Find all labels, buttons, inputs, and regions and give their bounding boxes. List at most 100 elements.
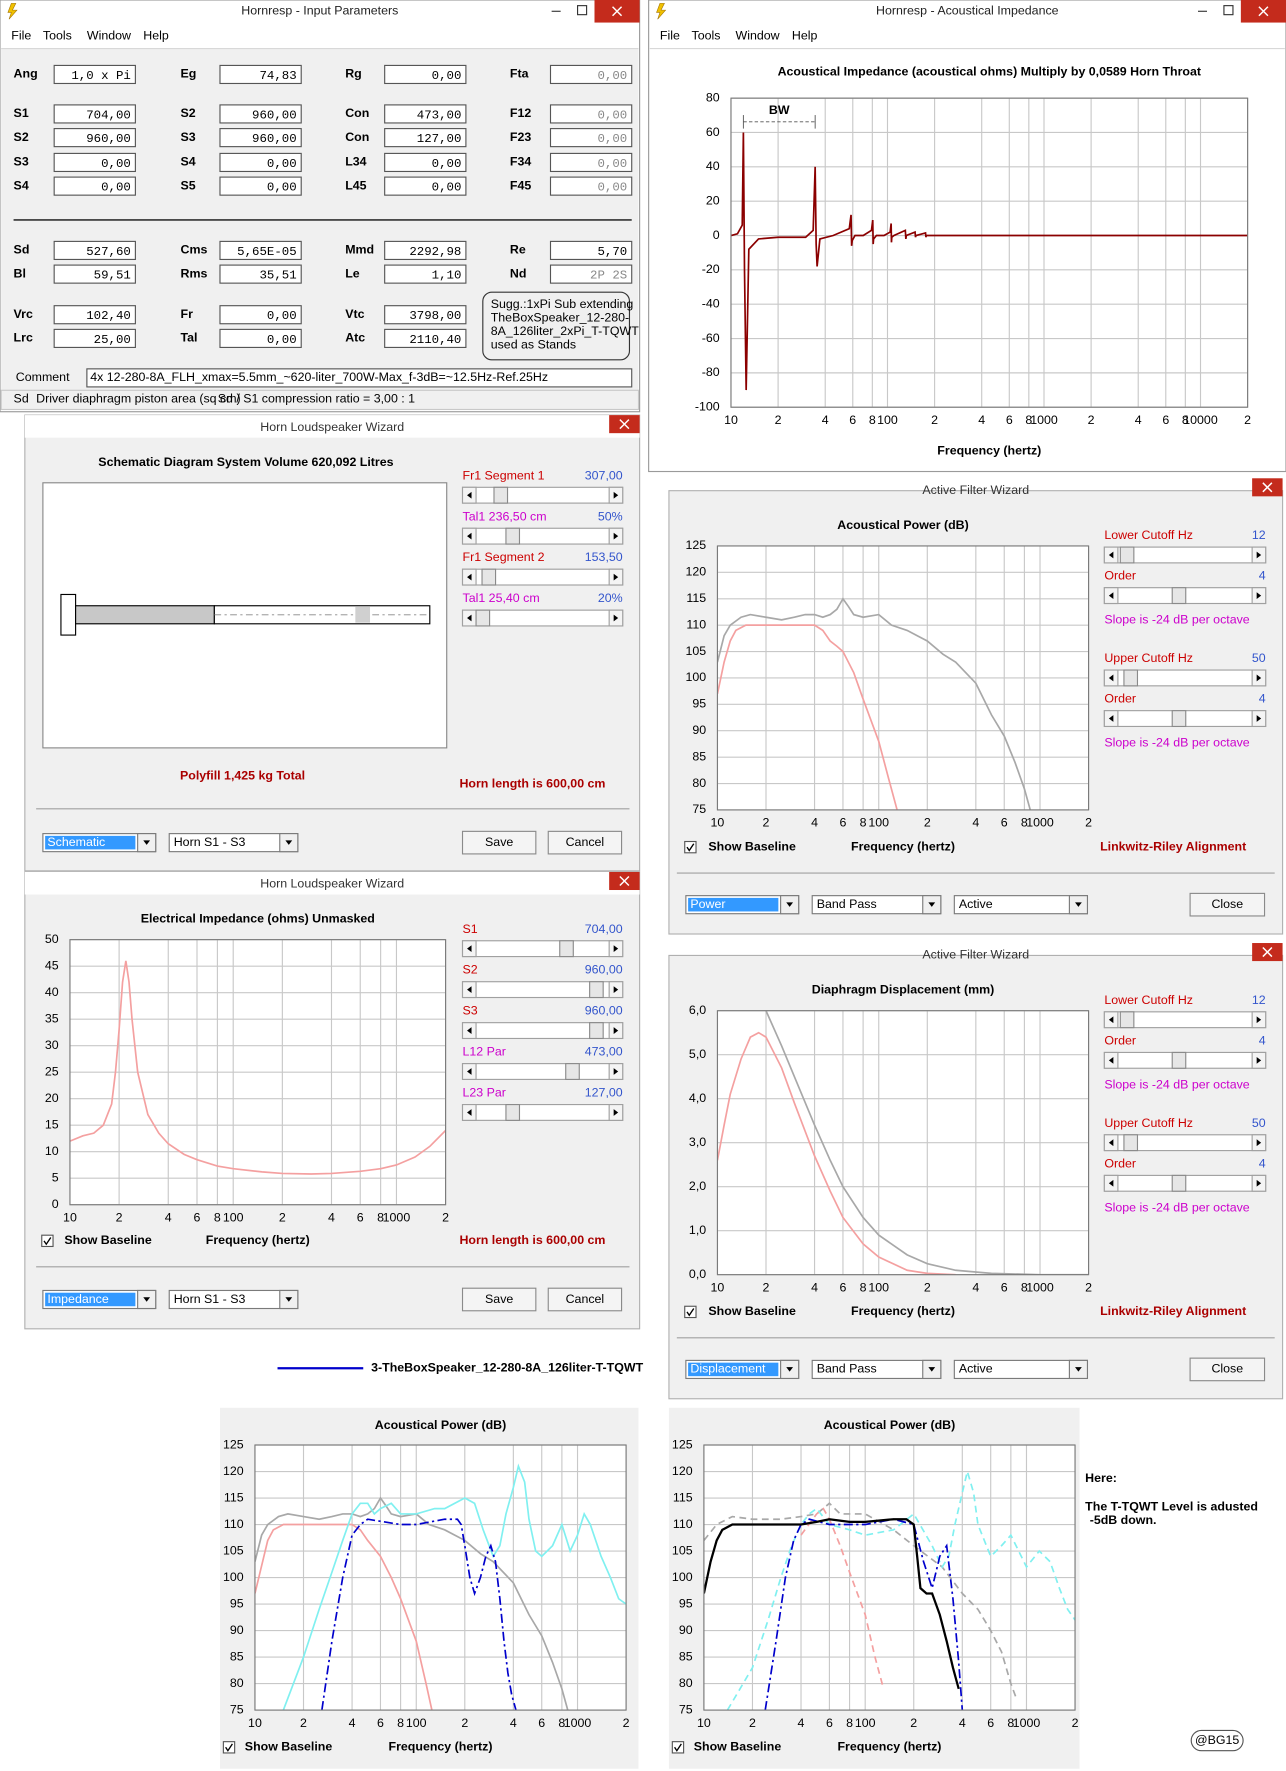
menu-item[interactable]: Help bbox=[792, 28, 818, 42]
slider-thumb[interactable] bbox=[559, 940, 574, 958]
comment-box[interactable] bbox=[86, 368, 633, 388]
field-box[interactable] bbox=[384, 128, 467, 148]
checkbox[interactable] bbox=[671, 1741, 685, 1754]
field-value[interactable]: 25,00 bbox=[94, 333, 131, 347]
field-value[interactable]: 0,00 bbox=[101, 181, 131, 195]
button-label[interactable]: Save bbox=[485, 1292, 513, 1306]
field-value[interactable]: 0,00 bbox=[597, 157, 627, 171]
menu-item[interactable]: Window bbox=[87, 28, 131, 42]
field-value[interactable]: 704,00 bbox=[86, 108, 131, 122]
field-box[interactable] bbox=[549, 264, 633, 284]
slider-thumb[interactable] bbox=[1171, 710, 1187, 728]
field-box[interactable] bbox=[219, 152, 302, 173]
dropdown-value[interactable]: Schematic bbox=[47, 835, 105, 849]
button-label[interactable]: Cancel bbox=[566, 835, 605, 849]
dropdown-value[interactable]: Active bbox=[959, 1362, 993, 1376]
field-value[interactable]: 960,00 bbox=[252, 108, 297, 122]
slider-thumb[interactable] bbox=[481, 568, 497, 586]
field-value[interactable]: 0,00 bbox=[267, 157, 297, 171]
menu-item[interactable]: Tools bbox=[692, 28, 721, 42]
field-value[interactable]: 0,00 bbox=[432, 181, 462, 195]
field-box[interactable] bbox=[384, 240, 467, 261]
slider-thumb[interactable] bbox=[1171, 1051, 1187, 1069]
button-label[interactable]: Save bbox=[485, 835, 513, 849]
field-box[interactable] bbox=[53, 176, 136, 196]
menu-item[interactable]: Window bbox=[735, 28, 779, 42]
menu-item[interactable]: Help bbox=[143, 28, 169, 42]
field-value[interactable]: 2292,98 bbox=[409, 245, 461, 259]
field-value[interactable]: 2110,40 bbox=[409, 333, 461, 347]
dropdown-value[interactable]: Active bbox=[959, 897, 993, 911]
field-box[interactable] bbox=[219, 264, 302, 284]
field-value[interactable]: 527,60 bbox=[86, 245, 131, 259]
slider-thumb[interactable] bbox=[505, 527, 521, 545]
field-value[interactable]: 5,70 bbox=[597, 245, 627, 259]
button[interactable] bbox=[547, 1287, 623, 1312]
slider-track[interactable] bbox=[461, 527, 624, 545]
field-value[interactable]: 59,51 bbox=[94, 269, 131, 283]
slider-thumb[interactable] bbox=[505, 1103, 521, 1121]
dropdown-value[interactable]: Displacement bbox=[690, 1362, 766, 1376]
slider-track[interactable] bbox=[461, 1063, 624, 1080]
field-box[interactable] bbox=[384, 152, 467, 173]
dropdown-value[interactable]: Band Pass bbox=[817, 1362, 877, 1376]
slider-track[interactable] bbox=[461, 1103, 624, 1121]
field-box[interactable] bbox=[219, 305, 302, 325]
field-value[interactable]: 0,00 bbox=[432, 69, 462, 83]
menu-item[interactable]: File bbox=[11, 28, 31, 42]
field-box[interactable] bbox=[549, 240, 633, 261]
field-value[interactable]: 0,00 bbox=[597, 69, 627, 83]
button-label[interactable]: Close bbox=[1211, 897, 1243, 911]
slider-thumb[interactable] bbox=[1119, 546, 1135, 564]
field-box[interactable] bbox=[53, 328, 136, 348]
field-box[interactable] bbox=[53, 128, 136, 148]
field-box[interactable] bbox=[53, 152, 136, 173]
slider-thumb[interactable] bbox=[589, 981, 604, 999]
field-box[interactable] bbox=[384, 64, 467, 85]
slider-thumb[interactable] bbox=[1123, 669, 1139, 687]
button[interactable] bbox=[547, 830, 623, 855]
field-value[interactable]: 2P 2S bbox=[590, 269, 627, 283]
dropdown-value[interactable]: Horn S1 - S3 bbox=[174, 1292, 246, 1306]
dropdown-value[interactable]: Band Pass bbox=[817, 897, 877, 911]
checkbox-label[interactable]: Show Baseline bbox=[245, 1740, 333, 1754]
field-value[interactable]: 3798,00 bbox=[409, 309, 461, 323]
button-label[interactable]: Close bbox=[1211, 1362, 1243, 1376]
field-value[interactable]: 74,83 bbox=[260, 69, 297, 83]
field-box[interactable] bbox=[549, 64, 633, 85]
field-box[interactable] bbox=[384, 305, 467, 325]
field-box[interactable] bbox=[549, 176, 633, 196]
field-value[interactable]: 1,0 x Pi bbox=[71, 69, 130, 83]
checkbox[interactable] bbox=[684, 1305, 697, 1319]
field-value[interactable]: 0,00 bbox=[597, 181, 627, 195]
field-value[interactable]: 0,00 bbox=[432, 157, 462, 171]
checkbox-label[interactable]: Show Baseline bbox=[708, 1304, 796, 1318]
menu-item[interactable]: Tools bbox=[43, 28, 72, 42]
dropdown-value[interactable]: Horn S1 - S3 bbox=[174, 835, 246, 849]
field-value[interactable]: 102,40 bbox=[86, 309, 131, 323]
field-box[interactable] bbox=[219, 64, 302, 85]
field-box[interactable] bbox=[219, 128, 302, 148]
field-box[interactable] bbox=[53, 104, 136, 124]
field-box[interactable] bbox=[384, 264, 467, 284]
button[interactable] bbox=[1189, 892, 1266, 917]
slider-thumb[interactable] bbox=[1123, 1134, 1139, 1152]
field-box[interactable] bbox=[549, 104, 633, 124]
dropdown-value[interactable]: Impedance bbox=[47, 1292, 108, 1306]
slider-thumb[interactable] bbox=[589, 1022, 604, 1040]
slider-track[interactable] bbox=[461, 486, 624, 504]
slider-thumb[interactable] bbox=[1119, 1011, 1135, 1029]
slider-thumb[interactable] bbox=[493, 486, 509, 504]
field-value[interactable]: 127,00 bbox=[417, 132, 462, 146]
field-box[interactable] bbox=[549, 152, 633, 173]
field-value[interactable]: 1,10 bbox=[432, 269, 462, 283]
slider-thumb[interactable] bbox=[565, 1063, 580, 1080]
field-box[interactable] bbox=[549, 128, 633, 148]
button-label[interactable]: Cancel bbox=[566, 1292, 605, 1306]
checkbox[interactable] bbox=[684, 840, 697, 854]
field-box[interactable] bbox=[219, 240, 302, 261]
field-box[interactable] bbox=[384, 328, 467, 348]
field-value[interactable]: 35,51 bbox=[260, 269, 297, 283]
field-value[interactable]: 960,00 bbox=[86, 132, 131, 146]
menu-item[interactable]: File bbox=[660, 28, 680, 42]
